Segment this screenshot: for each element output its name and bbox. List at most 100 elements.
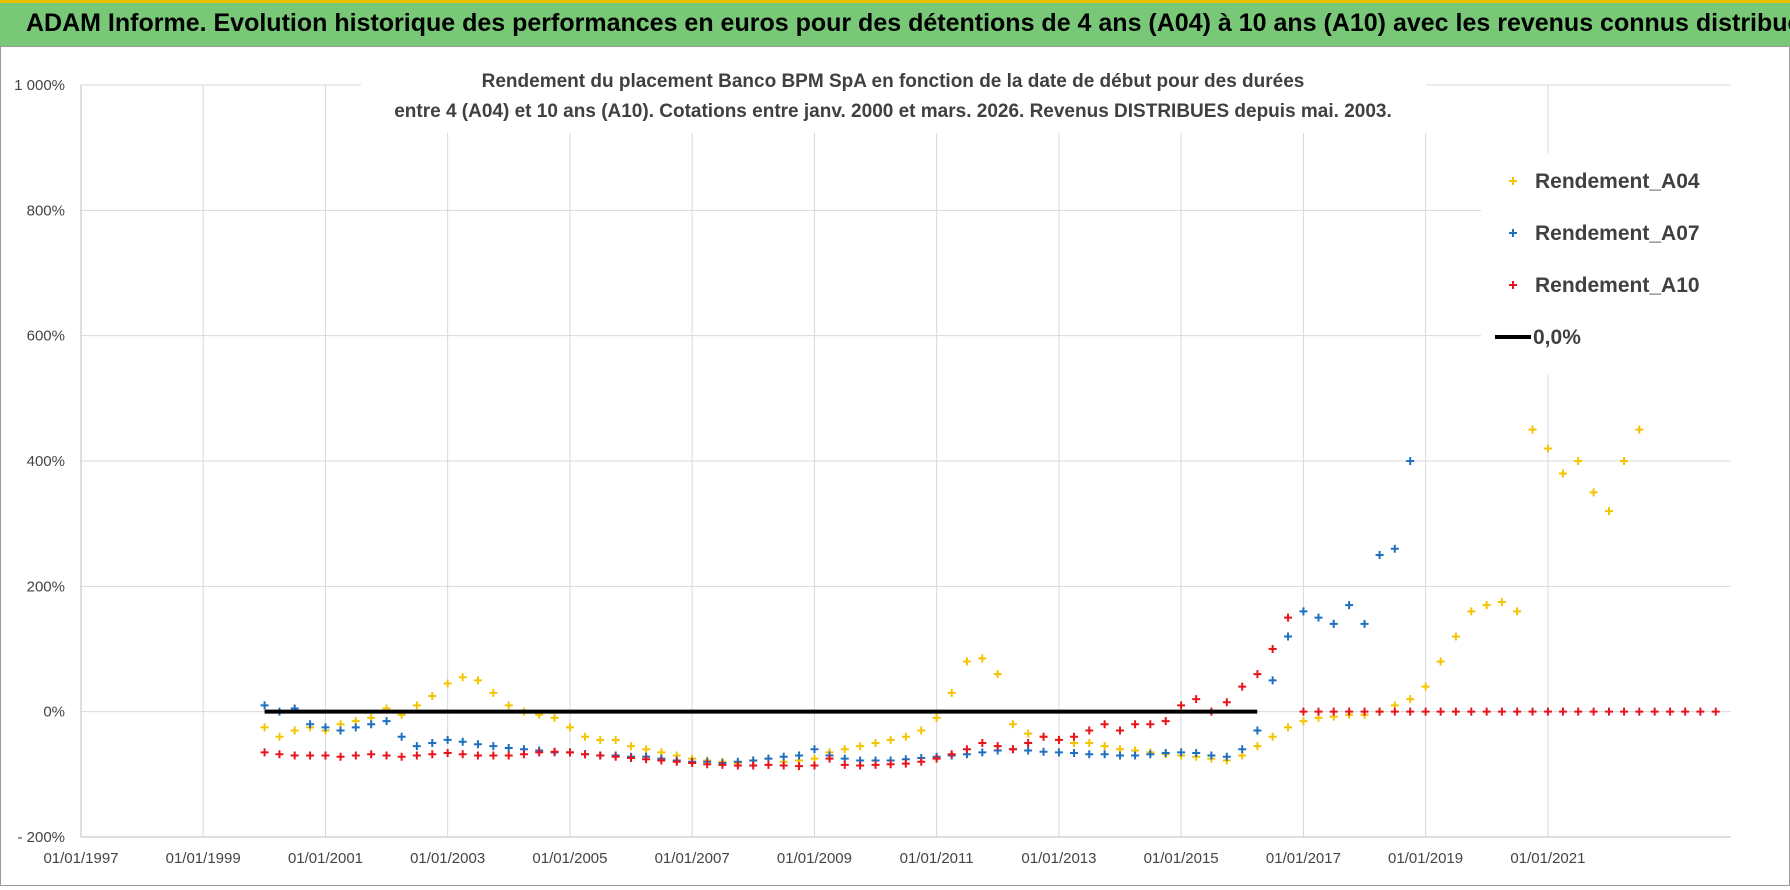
data-point [1360,619,1369,628]
legend-swatch [1509,177,1517,185]
y-tick-label: 600% [27,328,65,345]
data-point [1513,607,1522,616]
data-point [1116,751,1125,760]
x-tick-label: 01/01/2015 [1144,850,1219,867]
x-tick-label: 01/01/2017 [1266,850,1341,867]
data-point [1451,707,1460,716]
data-point [473,740,482,749]
legend-item: Rendement_A04 [1509,170,1700,193]
x-tick-label: 01/01/1999 [166,850,241,867]
data-point [306,751,315,760]
data-point [443,749,452,758]
legend-label: 0,0% [1533,326,1581,349]
data-point [290,751,299,760]
data-point [550,713,559,722]
data-point [1558,707,1567,716]
data-point [1543,444,1552,453]
chart-subtitle-line-2: entre 4 (A04) et 10 ans (A10). Cotations… [394,101,1392,122]
page-title-banner: ADAM Informe. Evolution historique des p… [0,0,1790,46]
data-point [1650,707,1659,716]
data-point [336,752,345,761]
legend: Rendement_A04 Rendement_A07 Rendement_A10 0… [1481,153,1731,375]
data-point [596,735,605,744]
data-point [1100,742,1109,751]
data-point [412,751,421,760]
y-tick-label: 800% [27,202,65,219]
data-point [795,751,804,760]
y-tick-label: 1 000% [14,77,65,94]
data-point [1177,748,1186,757]
data-point [428,750,437,759]
data-point [1666,707,1675,716]
x-tick-label: 01/01/2005 [532,850,607,867]
data-point [1284,613,1293,622]
data-point [489,742,498,751]
data-point [856,761,865,770]
data-point [1161,749,1170,758]
data-point [321,751,330,760]
data-point [565,723,574,732]
data-point [260,748,269,757]
data-point [1192,749,1201,758]
chart-subtitle-box: Rendement du placement Banco BPM SpA en … [361,61,1426,133]
data-point [1177,701,1186,710]
data-point [1070,732,1079,741]
data-point [397,732,406,741]
data-point [1085,750,1094,759]
data-point [1116,726,1125,735]
data-point [1681,707,1690,716]
data-point [458,673,467,682]
data-point [962,657,971,666]
data-point [978,739,987,747]
data-point [947,688,956,697]
data-point [1528,707,1537,716]
series-Rendement-A04 [260,425,1644,768]
data-point [1467,707,1476,716]
legend-label: Rendement_A10 [1535,274,1700,297]
legend-label: Rendement_A07 [1535,222,1700,245]
x-tick-label: 01/01/1997 [43,850,118,867]
data-point [1482,601,1491,610]
x-tick-label: 01/01/2003 [410,850,485,867]
x-tick-label: 01/01/2021 [1510,850,1585,867]
data-point [947,750,956,759]
x-tick-label: 01/01/2011 [900,850,974,867]
data-point [810,761,819,770]
data-point [886,735,895,744]
data-point [306,720,315,729]
x-tick-label: 01/01/2019 [1388,850,1463,867]
data-point [1253,726,1262,735]
data-point [718,760,727,769]
data-point [1406,707,1415,716]
data-point [1635,707,1644,716]
data-point [1497,707,1506,716]
data-point [1299,707,1308,716]
data-point [1131,751,1140,760]
x-tick-label: 01/01/2001 [288,850,363,867]
data-point [611,735,620,744]
data-point [1345,707,1354,716]
data-point [275,732,284,741]
data-point [489,751,498,760]
data-point [871,739,880,747]
y-tick-label: 0% [43,704,65,721]
data-point [642,755,651,764]
data-point [1574,707,1583,716]
data-point [1253,670,1262,679]
data-point [611,752,620,761]
data-point [1620,707,1629,716]
data-point [688,759,697,768]
data-point [1375,707,1384,716]
data-point [993,670,1002,679]
data-point [1008,720,1017,729]
data-point [565,748,574,757]
data-point [856,742,865,751]
data-point [1406,457,1415,465]
data-point [1299,607,1308,616]
data-point [1070,749,1079,758]
series-layer [260,425,1720,771]
data-point [1299,717,1308,726]
data-point [672,757,681,766]
data-point [1421,682,1430,691]
data-point [367,750,376,759]
